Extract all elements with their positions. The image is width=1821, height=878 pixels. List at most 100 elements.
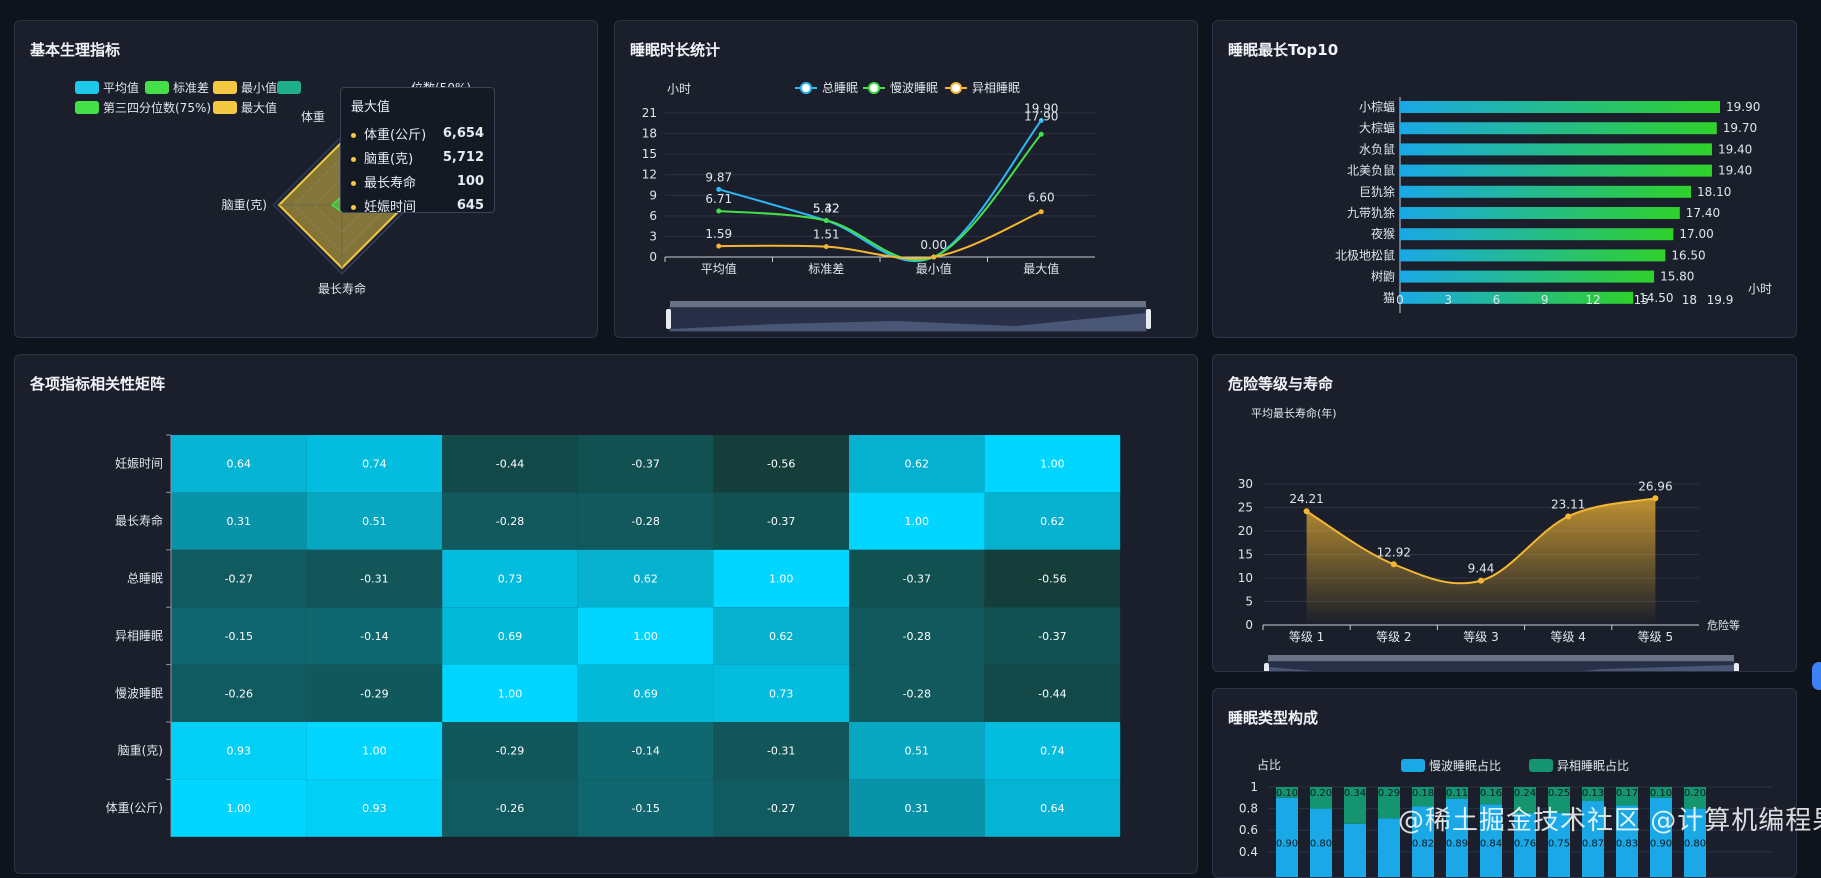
heatmap-cell — [713, 664, 849, 722]
x-axis-label: 小时 — [1748, 282, 1772, 296]
data-point — [931, 254, 937, 260]
radar-indicator-label: 脑重(克) — [222, 198, 267, 212]
cell-value: 0.64 — [1040, 802, 1065, 815]
series-area — [1306, 498, 1656, 625]
cell-value: -0.31 — [360, 573, 388, 586]
datazoom-handle-left — [666, 309, 671, 329]
heatmap-cell — [442, 779, 578, 837]
data-label: 0.75 — [1548, 838, 1570, 849]
heatmap-cell — [849, 549, 985, 608]
heatmap-cell — [306, 492, 443, 550]
tooltip-label-text: 最长寿命 — [364, 175, 417, 191]
bar-rem — [1548, 787, 1570, 813]
data-label: 0.20 — [1684, 788, 1706, 799]
cell-value: 1.00 — [633, 630, 658, 643]
data-label: 0.13 — [1582, 788, 1604, 799]
data-label: 0.83 — [1616, 838, 1638, 849]
y-tick-label: 1 — [1250, 780, 1258, 794]
heatmap-cell — [306, 779, 443, 837]
tooltip-label: 最长寿命 — [351, 172, 416, 191]
data-label: 5.32 — [813, 202, 840, 216]
cell-value: 0.73 — [769, 687, 794, 700]
data-point — [823, 244, 829, 250]
heatmap-cell — [713, 722, 849, 780]
x-tick-label: 等级 3 — [1463, 630, 1498, 644]
panel-danger: 危险等级与寿命 平均最长寿命(年) 0 5 10 15 20 25 30 等级 1 等级 2 等级 … — [1212, 354, 1797, 672]
cell-value: -0.15 — [225, 630, 253, 643]
heatmap-cell — [577, 435, 714, 493]
data-point — [716, 186, 722, 192]
cell-value: -0.29 — [360, 687, 388, 700]
data-label: 0.76 — [1514, 838, 1536, 849]
data-label: 19.90 — [1024, 102, 1058, 116]
data-label: 0.10 — [1650, 788, 1672, 799]
heatmap-cell — [713, 607, 849, 665]
heatmap-cell — [442, 549, 578, 608]
heatmap-cell — [442, 492, 578, 550]
bar-rem — [1446, 787, 1468, 799]
row-label: 妊娠时间 — [115, 457, 163, 471]
cell-value: -0.44 — [496, 458, 524, 471]
heatmap-cell — [713, 779, 849, 837]
heatmap-cell — [306, 549, 443, 608]
cell-value: -0.27 — [225, 573, 253, 586]
cell-value: 0.69 — [498, 630, 523, 643]
data-label: 0.17 — [1616, 788, 1638, 799]
legend-label: 异相睡眠占比 — [1557, 758, 1629, 773]
panel-title: 各项指标相关性矩阵 — [30, 375, 166, 393]
data-label: 0.87 — [1582, 838, 1604, 849]
heatmap-cell — [171, 435, 307, 493]
data-label: 0.10 — [1276, 788, 1298, 799]
data-label: 0.20 — [1310, 788, 1332, 799]
cell-value: 1.00 — [498, 687, 523, 700]
value-label: 19.40 — [1718, 164, 1752, 178]
y-tick-label: 3 — [649, 229, 657, 243]
row-label: 最长寿命 — [115, 513, 163, 528]
bar-rem — [1616, 787, 1638, 806]
y-tick-label: 0.6 — [1239, 823, 1258, 837]
category-label: 巨犰狳 — [1359, 184, 1395, 199]
datazoom-bar — [670, 301, 1146, 307]
heatmap-cell — [713, 549, 849, 608]
cell-value: -0.37 — [903, 573, 931, 586]
cell-value: 1.00 — [362, 745, 387, 758]
x-tick-label: 等级 1 — [1289, 630, 1324, 644]
bar-rem — [1480, 787, 1502, 805]
data-label: 9.87 — [705, 170, 732, 184]
cell-value: 0.51 — [905, 745, 930, 758]
data-label: 0.16 — [1480, 788, 1502, 799]
x-tick-label: 6 — [1493, 293, 1501, 307]
data-label: 1.59 — [705, 227, 732, 241]
data-point — [1652, 495, 1659, 502]
scroll-handle[interactable] — [1812, 662, 1821, 690]
row-label: 慢波睡眠 — [115, 686, 163, 700]
cell-value: 0.74 — [362, 458, 387, 471]
heatmap-cell — [171, 779, 307, 837]
row-label: 异相睡眠 — [115, 629, 163, 643]
y-tick-label: 0 — [649, 250, 657, 264]
bar — [1400, 122, 1717, 135]
data-point — [1038, 131, 1044, 137]
category-label: 夜猴 — [1371, 226, 1395, 241]
x-tick-label: 最小值 — [916, 261, 952, 276]
cell-value: -0.26 — [225, 687, 253, 700]
heatmap-cell — [849, 779, 985, 837]
y-axis-label: 占比 — [1257, 757, 1281, 772]
y-tick-label: 30 — [1238, 477, 1253, 491]
y-tick-label: 0.4 — [1239, 845, 1258, 859]
category-label: 北极地松鼠 — [1335, 248, 1395, 262]
tooltip-row: 体重(公斤) 6,654 — [351, 121, 484, 145]
legend-swatch — [1401, 759, 1425, 772]
bar — [1400, 270, 1655, 283]
heatmap-cell — [984, 779, 1121, 837]
cell-value: -0.37 — [631, 458, 659, 471]
panel-title: 睡眠时长统计 — [630, 41, 721, 59]
radar-tooltip: 最大值 体重(公斤) 6,654 脑重(克) 5,712 最长寿命 100 妊娠时间 645 — [340, 87, 495, 215]
heatmap-cell — [442, 664, 578, 722]
x-tick-label: 等级 2 — [1376, 630, 1411, 644]
heatmap-cell — [171, 607, 307, 665]
legend-label: 最大值 — [241, 100, 277, 115]
data-label: 5.42 — [813, 202, 840, 216]
tooltip-row: 脑重(克) 5,712 — [351, 145, 484, 169]
